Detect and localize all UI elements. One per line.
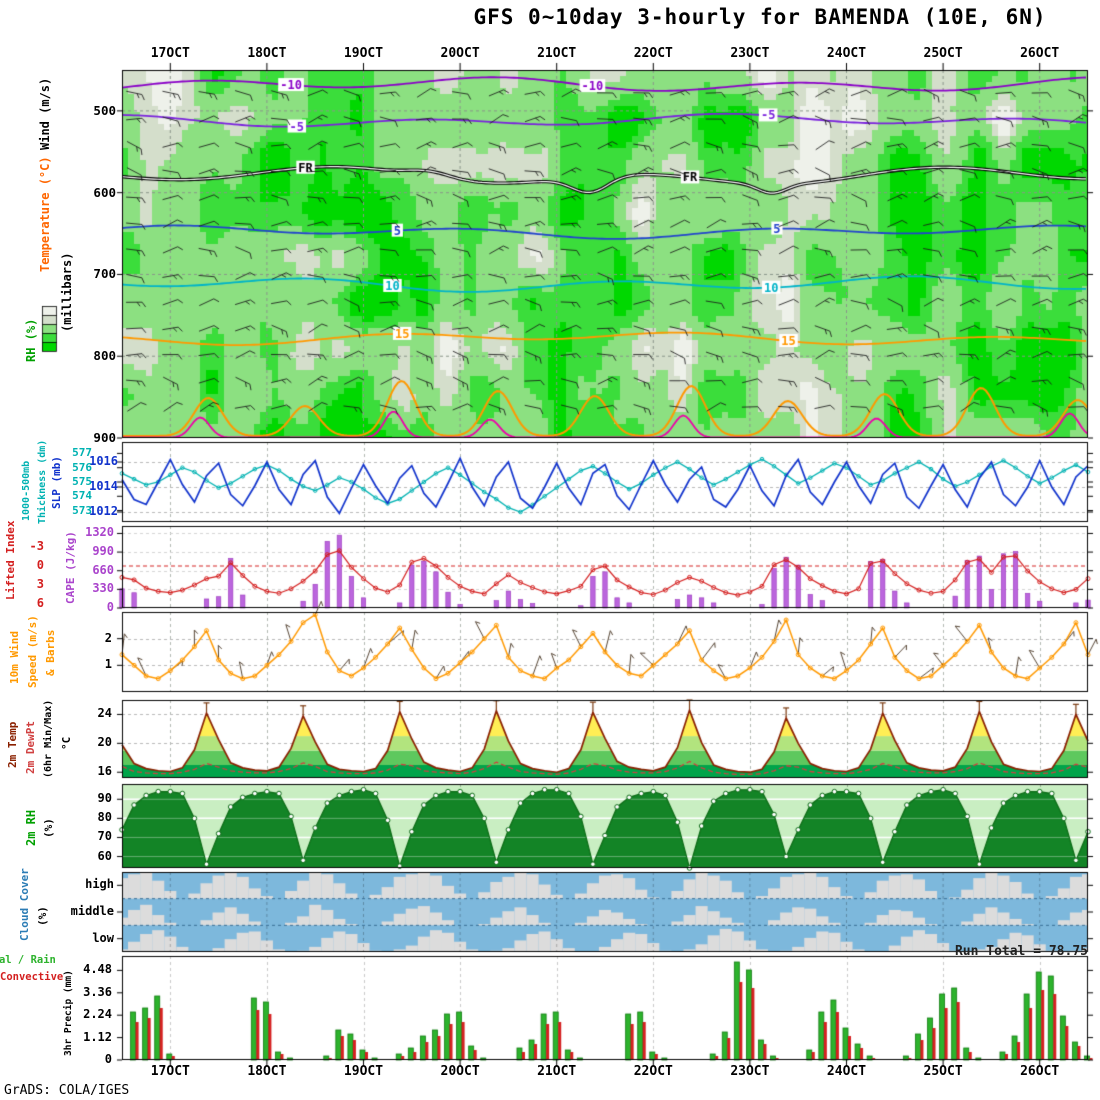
run-total-label: Run Total = 78.75 xyxy=(954,944,1088,959)
thickness-tick-label: 575 xyxy=(72,475,92,488)
thickness-tick-label: 576 xyxy=(72,460,92,474)
time-axis-label-bottom: 20OCT xyxy=(440,1064,480,1079)
time-axis-label-top: 18OCT xyxy=(247,46,287,61)
side-label-cloud-pct: (%) xyxy=(36,906,49,926)
rh-tick-label: 90 xyxy=(97,791,112,806)
side-label-wind10m-2: Speed (m/s) xyxy=(26,615,39,688)
pressure-tick-label: 800 xyxy=(93,348,116,364)
cape-tick-label: 330 xyxy=(92,581,114,596)
side-label-cloud-cover: Cloud Cover xyxy=(18,868,31,941)
side-label-rh-pct: (%) xyxy=(42,818,55,838)
side-label-slp: SLP (mb) xyxy=(50,456,63,509)
time-axis-label-bottom: 18OCT xyxy=(247,1064,287,1079)
wind-tick-label: 2 xyxy=(104,630,112,645)
side-label-wind10m-3: & Barbs xyxy=(44,629,57,676)
lifted-index-tick-label: 6 xyxy=(36,596,44,610)
side-label-lifted-index: Lifted Index xyxy=(4,520,17,600)
time-axis-label-top: 21OCT xyxy=(537,46,577,61)
label-convective: Convective xyxy=(0,971,64,983)
precip-tick-label: 4.48 xyxy=(83,962,112,977)
time-axis-label-top: 19OCT xyxy=(343,46,384,61)
pressure-tick-label: 500 xyxy=(93,102,116,118)
wind-tick-label: 1 xyxy=(104,657,112,672)
cape-tick-label: 660 xyxy=(92,562,114,577)
pressure-tick-label: 700 xyxy=(93,266,116,282)
pressure-tick-label: 900 xyxy=(93,430,116,445)
time-axis-label-bottom: 24OCT xyxy=(826,1064,867,1079)
time-axis-label-bottom: 23OCT xyxy=(730,1064,770,1079)
rh-tick-label: 70 xyxy=(97,829,112,844)
side-label-2m-rh: 2m RH xyxy=(24,809,38,846)
time-axis-label-top: 23OCT xyxy=(730,46,770,61)
lifted-index-tick-label: 3 xyxy=(36,577,44,591)
rh-tick-label: 80 xyxy=(97,810,112,825)
side-label-2m-temp: 2m Temp xyxy=(6,721,19,768)
side-label-millibars: (millibars) xyxy=(60,252,74,332)
temp-tick-label: 20 xyxy=(97,735,112,750)
time-axis-label-bottom: 21OCT xyxy=(537,1064,577,1079)
time-axis-label-bottom: 22OCT xyxy=(633,1064,673,1079)
chart-title: GFS 0~10day 3-hourly for BAMENDA (10E, 6… xyxy=(473,5,1047,29)
thickness-tick-label: 574 xyxy=(72,489,92,503)
cape-tick-label: 1320 xyxy=(85,525,114,540)
lifted-index-tick-label: -3 xyxy=(29,539,44,553)
side-label-wind-ms: Wind (m/s) xyxy=(38,77,52,150)
side-label-wind10m-1: 10m Wind xyxy=(8,631,21,684)
time-axis-label-top: 26OCT xyxy=(1020,46,1060,61)
pressure-tick-label: 600 xyxy=(93,184,116,200)
thickness-tick-label: 577 xyxy=(72,446,92,460)
slp-tick-label: 1016 xyxy=(89,454,118,468)
time-axis-label-bottom: 26OCT xyxy=(1020,1064,1060,1079)
side-label-temperature: Temperature (°C) xyxy=(38,156,52,272)
side-label-minmax: (6hr Min/Max) xyxy=(43,699,54,778)
cape-tick-label: 990 xyxy=(92,544,114,559)
time-axis-label-bottom: 17OCT xyxy=(150,1064,190,1079)
cloud-row-label: high xyxy=(85,877,114,892)
slp-tick-label: 1014 xyxy=(89,479,118,493)
time-axis-label-top: 24OCT xyxy=(826,46,867,61)
cloud-row-label: middle xyxy=(70,904,114,918)
label-total-rain: Total / Rain xyxy=(0,954,56,966)
cape-tick-label: 0 xyxy=(106,600,114,614)
temp-tick-label: 24 xyxy=(97,706,112,721)
precip-tick-label: 3.36 xyxy=(83,984,112,999)
rh-tick-label: 60 xyxy=(97,848,112,863)
precip-tick-label: 2.24 xyxy=(83,1007,112,1022)
time-axis-label-top: 17OCT xyxy=(150,46,190,61)
side-label-degc: °C xyxy=(60,736,73,750)
time-axis-label-bottom: 25OCT xyxy=(923,1064,963,1079)
time-axis-label-bottom: 19OCT xyxy=(343,1064,384,1079)
side-label-thickness-1: 1000-500mb xyxy=(21,460,32,521)
precip-tick-label: 0 xyxy=(104,1052,112,1066)
side-label-2m-dewpt: 2m DewPt xyxy=(24,721,37,774)
time-axis-label-top: 25OCT xyxy=(923,46,963,61)
slp-tick-label: 1012 xyxy=(89,504,118,518)
grads-credit: GrADS: COLA/IGES xyxy=(4,1083,130,1098)
time-axis-label-top: 20OCT xyxy=(440,46,480,61)
thickness-tick-label: 573 xyxy=(72,503,92,517)
side-label-cape: CAPE (J/kg) xyxy=(64,531,77,604)
side-label-thickness-2: Thickness (dm) xyxy=(37,439,48,524)
precip-tick-label: 1.12 xyxy=(83,1029,112,1044)
side-label-rh: RH (%) xyxy=(24,318,38,362)
lifted-index-tick-label: 0 xyxy=(36,558,44,572)
time-axis-label-top: 22OCT xyxy=(633,46,673,61)
temp-tick-label: 16 xyxy=(97,764,112,779)
cloud-row-label: low xyxy=(92,930,114,945)
